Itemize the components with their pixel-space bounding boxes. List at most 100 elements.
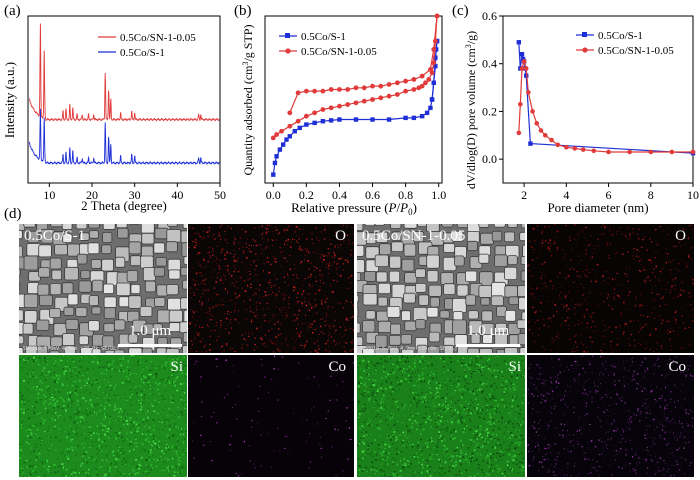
o2-svg-dot-203 <box>561 323 563 325</box>
o2-svg-dot-180 <box>678 327 680 329</box>
si2-svg-dot-94 <box>524 398 525 400</box>
o1-svg-dot-481 <box>274 226 276 228</box>
o1-svg-dot-811 <box>305 304 308 307</box>
o1-svg-dot-145 <box>202 288 204 291</box>
o1-svg-dot-243 <box>254 349 255 351</box>
co2-svg-dot-54 <box>635 473 637 475</box>
o2-svg-dot-500 <box>642 314 645 316</box>
si1-svg-dot-865 <box>56 381 58 383</box>
si1-svg-dot-464 <box>36 394 39 395</box>
o2-svg-dot-321 <box>636 255 638 257</box>
si2-svg-dot-96 <box>413 384 416 387</box>
si1-svg-dot-1004 <box>41 373 43 375</box>
si1-svg-dot-1350 <box>108 432 110 433</box>
o1-svg-dot-293 <box>308 294 309 296</box>
o1-svg-dot-801 <box>320 319 322 320</box>
si1-svg-dot-1048 <box>130 441 133 443</box>
o2-svg-dot-478 <box>640 328 642 330</box>
si2-svg-dot-1288 <box>462 365 464 367</box>
si1-svg-dot-962 <box>93 475 95 477</box>
si2-svg-dot-465 <box>430 356 432 358</box>
si1-svg-dot-3 <box>95 409 97 411</box>
sem2-svg-particle-104 <box>426 307 439 318</box>
si2-svg-dot-83 <box>468 403 470 405</box>
o1-svg-dot-96 <box>192 311 194 312</box>
o1-svg-dot-530 <box>192 292 195 293</box>
si1-svg-dot-911 <box>38 385 40 388</box>
o1-svg-dot-552 <box>230 322 231 324</box>
si2-svg-dot-361 <box>462 419 464 421</box>
sem1-svg-particle-5 <box>75 224 88 230</box>
si2-svg-dot-1359 <box>372 391 374 394</box>
si1-svg-dot-1034 <box>157 388 159 390</box>
o1-svg-dot-171 <box>310 233 312 235</box>
si2-svg-dot-985 <box>481 471 484 473</box>
o1-svg-dot-589 <box>199 300 201 303</box>
si2-svg-dot-1068 <box>438 433 440 435</box>
o2-svg-dot-6 <box>639 260 640 262</box>
si1-svg-dot-703 <box>178 464 180 466</box>
o2-svg-dot-341 <box>531 275 533 277</box>
si2-svg-dot-1396 <box>390 357 392 360</box>
si2-svg-dot-738 <box>477 453 479 455</box>
o2-svg-dot-538 <box>582 294 584 296</box>
co1-svg-dot-73 <box>230 435 232 437</box>
o2-svg-dot-463 <box>675 246 677 247</box>
si1-svg-dot-998 <box>69 391 72 394</box>
si2-svg-dot-839 <box>380 363 382 365</box>
o2-svg-dot-591 <box>628 345 631 346</box>
si2-svg-dot-1395 <box>359 410 362 412</box>
o1-svg-dot-644 <box>270 281 271 284</box>
si2-svg-dot-1302 <box>376 470 378 472</box>
o2-svg-dot-326 <box>638 255 640 258</box>
si1-svg-dot-593 <box>155 456 157 459</box>
sem1-svg-particle-68 <box>168 269 181 280</box>
si2-svg-dot-1081 <box>374 365 377 367</box>
si2-svg-dot-278 <box>497 408 499 410</box>
si2-svg-dot-1071 <box>476 363 479 366</box>
si2-svg-dot-1169 <box>426 461 429 463</box>
si2-svg-dot-148 <box>481 389 483 390</box>
si2-svg-dot-1310 <box>415 421 418 423</box>
o1-svg-dot-319 <box>284 229 287 231</box>
si1-svg-dot-1277 <box>105 374 107 375</box>
si1-svg-dot-189 <box>58 375 61 377</box>
si2-svg-dot-206 <box>408 382 410 383</box>
si1-svg-dot-475 <box>115 388 116 390</box>
si2-svg-dot-1337 <box>425 384 427 386</box>
si2-svg-dot-742 <box>428 471 431 473</box>
si1-svg-dot-121 <box>65 373 68 375</box>
si1-svg-dot-737 <box>171 445 173 448</box>
si1-svg-dot-875 <box>67 392 68 395</box>
si2-svg-dot-1389 <box>383 355 385 358</box>
si1-svg-dot-616 <box>63 419 65 422</box>
si1-svg-dot-1121 <box>127 366 129 369</box>
o1-svg-dot-59 <box>205 278 207 280</box>
si1-svg-dot-374 <box>43 402 45 405</box>
si1-svg-dot-1398 <box>37 436 39 438</box>
o2-svg-dot-457 <box>578 305 580 306</box>
si1-svg-dot-931 <box>86 413 88 416</box>
sem2-svg-particle-146 <box>426 345 441 353</box>
si2-svg-dot-424 <box>365 431 368 434</box>
si2-svg-dot-414 <box>385 376 387 378</box>
si1-svg-dot-1268 <box>120 416 123 418</box>
o1-svg-dot-6 <box>272 291 273 293</box>
si2-svg-dot-1299 <box>400 459 401 462</box>
o1-svg-dot-680 <box>298 333 301 335</box>
si1-svg-dot-424 <box>58 428 60 430</box>
si2-svg-dot-429 <box>396 384 399 386</box>
o2-svg-dot-470 <box>536 225 539 227</box>
si1-svg-dot-871 <box>55 411 57 414</box>
o1-svg-dot-132 <box>196 243 197 245</box>
si1-svg-dot-853 <box>166 356 168 358</box>
si2-svg-dot-22 <box>497 471 500 473</box>
si1-svg-dot-490 <box>156 367 158 369</box>
si1-svg-dot-927 <box>27 375 29 377</box>
o1-svg-dot-502 <box>326 323 328 325</box>
si1-svg-dot-341 <box>29 465 32 468</box>
si2-svg-dot-39 <box>503 359 506 362</box>
o2-svg-dot-443 <box>571 267 573 268</box>
si1-svg-dot-107 <box>143 432 144 435</box>
si2-svg-dot-331 <box>436 409 439 411</box>
